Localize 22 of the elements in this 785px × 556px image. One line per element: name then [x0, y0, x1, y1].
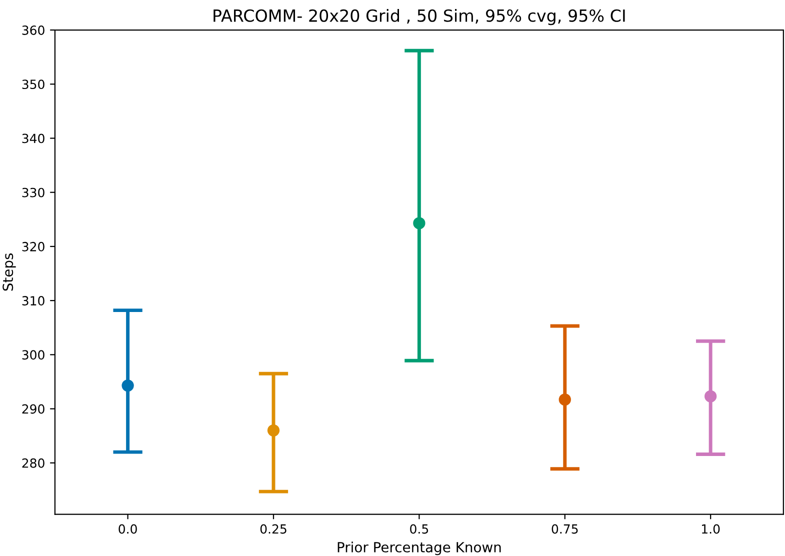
y-tick-label: 330: [22, 188, 44, 198]
point: [267, 424, 280, 437]
point: [122, 379, 134, 392]
point: [704, 390, 717, 402]
x-tick-label: 0.25: [260, 524, 286, 534]
point: [558, 394, 571, 406]
y-tick-label: 360: [22, 25, 44, 35]
y-tick-label: 350: [22, 80, 44, 90]
y-axis-title: Steps: [2, 253, 16, 291]
x-tick-label: 0.0: [118, 524, 137, 534]
point: [413, 217, 426, 230]
y-tick-label: 320: [22, 242, 44, 252]
y-tick-label: 310: [22, 296, 44, 306]
y-tick-label: 280: [22, 458, 44, 468]
x-axis-title: Prior Percentage Known: [338, 542, 501, 556]
x-tick-label: 0.75: [552, 524, 578, 534]
y-tick-label: 300: [22, 350, 44, 360]
chart-title: PARCOMM- 20x20 Grid , 50 Sim, 95% cvg, 95% CI: [214, 9, 625, 26]
x-tick-label: 1.0: [702, 524, 720, 534]
y-tick-label: 340: [22, 134, 44, 144]
y-tick-label: 290: [22, 404, 44, 414]
x-tick-label: 0.5: [410, 524, 428, 534]
